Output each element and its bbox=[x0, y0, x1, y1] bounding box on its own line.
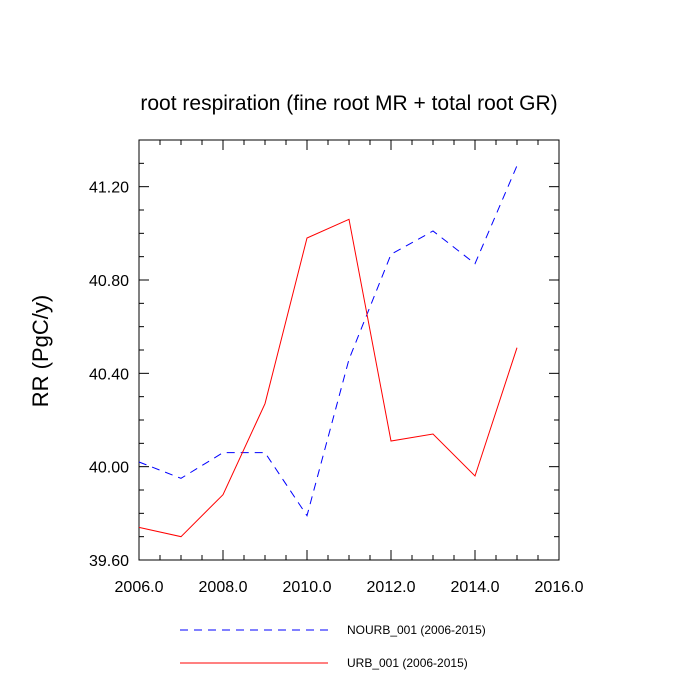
x-tick-label: 2012.0 bbox=[367, 579, 416, 596]
legend-label-1: NOURB_001 (2006-2015) bbox=[347, 623, 486, 637]
legend: NOURB_001 (2006-2015) URB_001 (2006-2015) bbox=[180, 623, 486, 670]
y-tick-label: 40.00 bbox=[89, 460, 129, 477]
series-line-1 bbox=[138, 165, 518, 517]
legend-label-2: URB_001 (2006-2015) bbox=[347, 656, 468, 670]
x-axis-ticks: 2006.0 2008.0 2010.0 2012.0 2014.0 2016.0 bbox=[115, 140, 584, 596]
series-layer bbox=[138, 165, 518, 538]
y-tick-label: 41.20 bbox=[89, 180, 129, 197]
x-tick-label: 2008.0 bbox=[199, 579, 248, 596]
x-tick-label: 2010.0 bbox=[283, 579, 332, 596]
y-tick-label: 40.80 bbox=[89, 273, 129, 290]
x-tick-label: 2014.0 bbox=[451, 579, 500, 596]
y-axis-ticks: 39.60 40.00 40.40 40.80 41.20 bbox=[89, 139, 559, 570]
x-tick-label: 2006.0 bbox=[115, 579, 164, 596]
series-line-2 bbox=[138, 218, 518, 538]
y-axis-label: RR (PgC/y) bbox=[28, 295, 53, 407]
y-tick-label: 40.40 bbox=[89, 366, 129, 383]
plot-frame bbox=[138, 139, 560, 561]
y-tick-label: 39.60 bbox=[89, 553, 129, 570]
chart-title: root respiration (fine root MR + total r… bbox=[140, 92, 557, 115]
x-tick-label: 2016.0 bbox=[535, 579, 584, 596]
